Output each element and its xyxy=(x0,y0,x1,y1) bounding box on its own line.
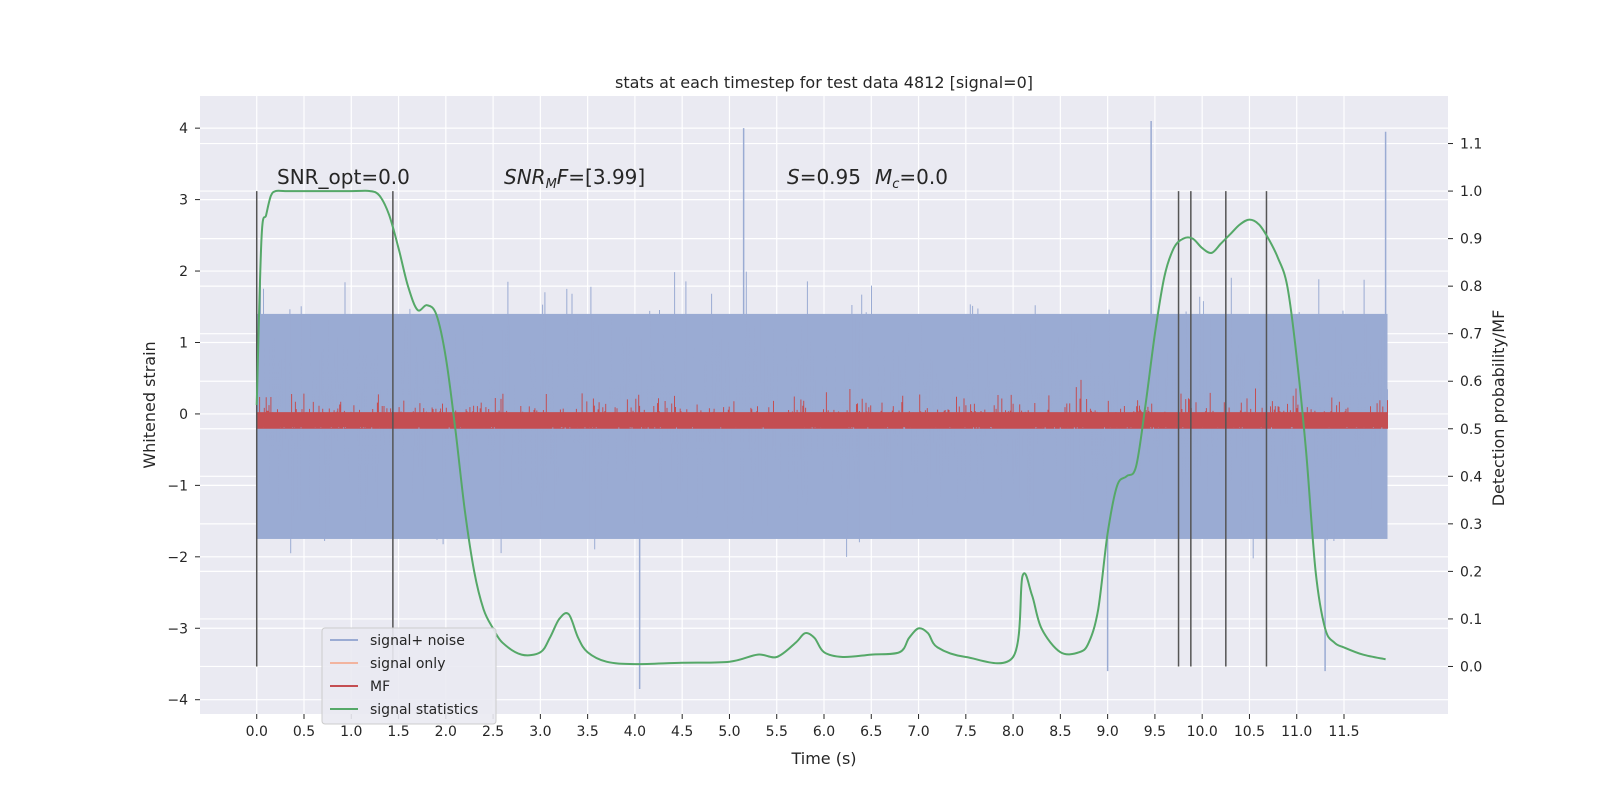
x-axis-label: Time (s) xyxy=(790,749,856,768)
y2-tick-label: 0.4 xyxy=(1460,469,1482,485)
y-tick-label: 1 xyxy=(179,335,188,351)
x-tick-label: 1.0 xyxy=(340,724,362,740)
y-tick-label: 4 xyxy=(179,121,188,137)
y-axis-label: Whitened strain xyxy=(140,341,159,468)
y2-tick-label: 0.9 xyxy=(1460,232,1482,248)
x-tick-label: 6.5 xyxy=(860,724,882,740)
vertical-markers xyxy=(255,191,1268,667)
y2-tick-label: 0.5 xyxy=(1460,422,1482,438)
x-tick-label: 4.5 xyxy=(671,724,693,740)
y2-tick-label: 0.1 xyxy=(1460,612,1482,628)
x-tick-label: 2.0 xyxy=(435,724,457,740)
legend-label-signal-statistics: signal statistics xyxy=(370,702,478,718)
annotation-snr-mf: SNRMF=[3.99] xyxy=(504,165,645,192)
y-tick-label: −3 xyxy=(167,621,188,637)
y2-tick-label: 1.0 xyxy=(1460,184,1482,200)
x-tick-label: 0.0 xyxy=(246,724,268,740)
x-tick-label: 5.5 xyxy=(766,724,788,740)
x-tick-label: 9.5 xyxy=(1144,724,1166,740)
y-axis-ticks: 4 3 2 1 0 −1 −2 −3 −4 xyxy=(167,121,200,709)
annotation-snr-opt: SNR_opt=0.0 xyxy=(277,165,410,189)
x-tick-label: 7.5 xyxy=(955,724,977,740)
y-tick-label: 2 xyxy=(179,264,188,280)
y-tick-label: −1 xyxy=(167,478,188,494)
signal-statistics-series xyxy=(255,189,1386,666)
signal-statistics-line xyxy=(255,189,1386,666)
y2-tick-label: 0.3 xyxy=(1460,517,1482,533)
legend-label-signal-noise: signal+ noise xyxy=(370,633,465,649)
y-tick-label: −2 xyxy=(167,550,188,566)
y2-axis-label: Detection probability/MF xyxy=(1489,310,1508,507)
chart-title: stats at each timestep for test data 481… xyxy=(615,73,1033,92)
x-tick-label: 3.5 xyxy=(577,724,599,740)
x-tick-label: 5.0 xyxy=(718,724,740,740)
annotation-s-mc: S=0.95 Mc=0.0 xyxy=(787,165,948,192)
legend-label-mf: MF xyxy=(370,679,390,695)
x-tick-label: 3.0 xyxy=(529,724,551,740)
x-tick-label: 10.5 xyxy=(1234,724,1265,740)
y2-tick-label: 1.1 xyxy=(1460,137,1482,153)
x-tick-label: 10.0 xyxy=(1187,724,1218,740)
y2-tick-label: 0.8 xyxy=(1460,279,1482,295)
x-axis-ticks: 0.0 0.5 1.0 1.5 2.0 2.5 3.0 3.5 4.0 4.5 5.0 5.5 6.0 6… xyxy=(246,714,1360,740)
y-tick-label: −4 xyxy=(167,693,188,709)
x-tick-label: 11.5 xyxy=(1328,724,1359,740)
y-tick-label: 0 xyxy=(179,407,188,423)
x-tick-label: 11.0 xyxy=(1281,724,1312,740)
x-tick-label: 1.5 xyxy=(387,724,409,740)
y2-tick-label: 0.6 xyxy=(1460,374,1482,390)
x-tick-label: 6.0 xyxy=(813,724,835,740)
y2-tick-label: 0.0 xyxy=(1460,659,1482,675)
legend-box xyxy=(321,627,497,725)
y2-axis-ticks: 1.1 1.0 0.9 0.8 0.7 0.6 0.5 0.4 0.3 0.2 0.1 0.0 xyxy=(1448,137,1482,675)
y2-tick-label: 0.2 xyxy=(1460,564,1482,580)
x-tick-label: 9.0 xyxy=(1097,724,1119,740)
x-tick-label: 8.5 xyxy=(1049,724,1071,740)
x-tick-label: 0.5 xyxy=(293,724,315,740)
legend-label-signal-only: signal only xyxy=(370,656,445,672)
legend: signal+ noise signal only MF signal stat… xyxy=(321,627,497,725)
x-tick-label: 2.5 xyxy=(482,724,504,740)
y2-tick-label: 0.7 xyxy=(1460,327,1482,343)
x-tick-label: 8.0 xyxy=(1002,724,1024,740)
x-tick-label: 4.0 xyxy=(624,724,646,740)
x-tick-label: 7.0 xyxy=(907,724,929,740)
y-tick-label: 3 xyxy=(179,193,188,209)
